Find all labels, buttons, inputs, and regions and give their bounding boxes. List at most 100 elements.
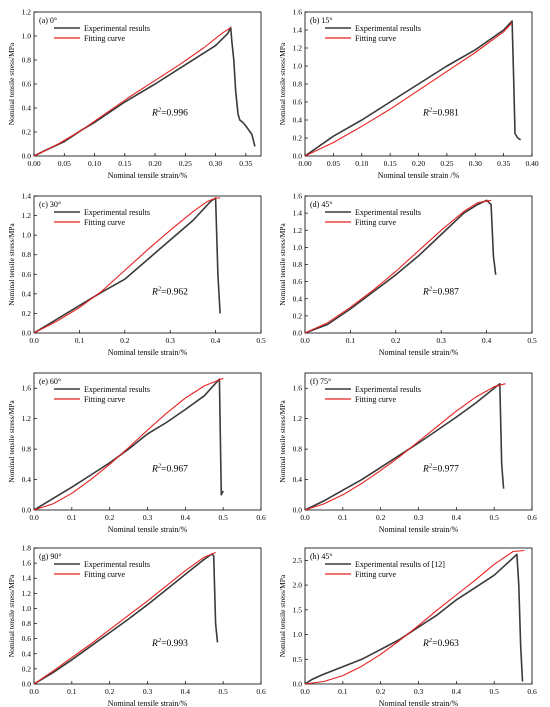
x-tick-label: 0.6 (256, 513, 266, 522)
y-tick-label: 0.2 (22, 664, 32, 673)
chart-panel-4: 0.0 0.1 0.2 0.3 0.4 0.5 0.0 0.2 0.4 0.6 0.8 1.0 1.2 1… (278, 192, 537, 358)
y-tick-label: 1.2 (22, 8, 32, 17)
x-tick-label: 0.1 (67, 687, 77, 696)
x-axis-label: Nominal tensile strain/% (108, 699, 188, 707)
panel-label: (d) 45° (310, 200, 333, 209)
x-tick-label: 0.0 (29, 687, 39, 696)
panel-label: (h) 45° (310, 552, 333, 561)
x-tick-label: 0.2 (391, 336, 401, 345)
r-squared-annotation: R2=0.987 (422, 286, 459, 298)
experimental-series-line (33, 26, 256, 157)
y-tick-label: 0.8 (293, 80, 303, 89)
y-tick-label: 0.4 (22, 289, 32, 298)
legend-label-fitting: Fitting curve (84, 395, 126, 404)
y-tick-label: 2.5 (293, 556, 303, 565)
x-axis-label: Nominal tensile strain/% (108, 348, 188, 357)
experimental-series-line (304, 382, 505, 511)
x-tick-label: 0.05 (327, 159, 340, 168)
x-axis-label: Nominal tensile strain/% (379, 525, 459, 534)
y-tick-label: 1.5 (293, 605, 303, 614)
y-tick-label: 1.2 (293, 44, 303, 53)
y-tick-label: 1.2 (22, 414, 32, 423)
x-axis-label: Nominal tensile strain/% (108, 525, 188, 534)
y-tick-label: 1.0 (293, 243, 303, 252)
y-tick-label: 0.0 (22, 329, 32, 338)
r-squared-annotation: R2=0.977 (422, 463, 459, 475)
y-tick-label: 1.2 (22, 211, 32, 220)
x-tick-label: 0.0 (300, 336, 310, 345)
fitting-series-line (304, 199, 492, 334)
x-tick-label: 0.4 (181, 513, 191, 522)
x-tick-label: 0.6 (256, 687, 266, 696)
r-squared-value: =0.987 (432, 288, 459, 298)
x-axis-label: Nominal tensile strain /% (378, 171, 460, 180)
experimental-series-line (33, 553, 219, 685)
y-tick-label: 0.6 (293, 98, 303, 107)
y-axis-label: Nominal tensile stress/MPa (7, 42, 16, 125)
r-squared-superscript: 2 (158, 637, 162, 644)
r-squared-annotation: R2=0.962 (151, 286, 188, 298)
y-tick-label: 1.0 (293, 630, 303, 639)
fitting-series-line (304, 22, 513, 157)
fitting-series-line (33, 197, 221, 334)
y-tick-label: 0.8 (22, 445, 32, 454)
r-squared-superscript: 2 (429, 463, 433, 470)
y-tick-label: 0.4 (22, 475, 32, 484)
y-tick-label: 1.2 (22, 589, 32, 598)
y-tick-label: 1.6 (22, 559, 32, 568)
y-axis-label: Nominal tensile stress/MPa (278, 574, 287, 657)
legend-label-fitting: Fitting curve (355, 218, 397, 227)
r-squared-superscript: 2 (429, 107, 433, 114)
y-tick-label: 1.0 (293, 62, 303, 71)
y-tick-label: 0.0 (22, 152, 32, 161)
y-tick-label: 1.2 (293, 226, 303, 235)
r-squared-superscript: 2 (429, 637, 433, 644)
x-tick-label: 0.20 (412, 159, 425, 168)
r-squared-superscript: 2 (158, 286, 162, 293)
chart-panel-6: 0.0 0.1 0.2 0.3 0.4 0.5 0.6 0.0 0.4 0.8 1.2 1.6 Nomi… (278, 372, 537, 534)
r-squared-annotation: R2=0.967 (151, 463, 188, 475)
y-tick-label: 0.4 (293, 475, 303, 484)
chart-panel-3: 0.0 0.1 0.2 0.3 0.4 0.5 0.0 0.2 0.4 0.6 0.8 1.0 1.2 1… (7, 192, 266, 358)
experimental-series-line (304, 199, 497, 334)
x-tick-label: 0.00 (27, 159, 40, 168)
y-tick-label: 1.6 (293, 192, 303, 201)
y-tick-label: 0.8 (22, 56, 32, 65)
x-tick-label: 0.35 (239, 159, 252, 168)
chart-panel-7: 0.0 0.1 0.2 0.3 0.4 0.5 0.6 0.0 0.2 0.4 0.6 0.8 1.0 1… (7, 544, 266, 707)
fitting-series-line (33, 377, 224, 511)
y-tick-label: 0.4 (293, 116, 303, 125)
x-tick-label: 0.2 (105, 687, 115, 696)
x-tick-label: 0.5 (527, 336, 537, 345)
legend-label-fitting: Fitting curve (84, 34, 126, 43)
experimental-series-line (33, 197, 221, 334)
y-tick-label: 0.0 (22, 680, 32, 689)
x-tick-label: 0.10 (88, 159, 101, 168)
r-squared-value: =0.977 (432, 465, 459, 475)
x-tick-label: 0.1 (67, 513, 77, 522)
r-squared-value: =0.993 (161, 639, 188, 649)
y-tick-label: 1.2 (293, 414, 303, 423)
y-axis-label: Nominal tensile stress/MPa (7, 223, 16, 306)
y-axis-label: Nominal tensile stress/MPa (278, 400, 287, 483)
r-squared-value: =0.962 (161, 288, 188, 298)
y-tick-label: 0.8 (293, 445, 303, 454)
legend-label-experimental: Experimental results of [12] (355, 560, 445, 569)
r-squared-annotation: R2=0.996 (151, 107, 188, 119)
y-tick-label: 0.5 (293, 655, 303, 664)
y-tick-label: 0.4 (22, 104, 32, 113)
chart-panel-1: 0.00 0.05 0.10 0.15 0.20 0.25 0.30 0.35 0.0 0.2 0.… (7, 8, 262, 180)
y-tick-label: 1.4 (22, 574, 32, 583)
legend-label-fitting: Fitting curve (355, 570, 397, 579)
x-tick-label: 0.0 (300, 687, 310, 696)
chart-panel-5: 0.0 0.1 0.2 0.3 0.4 0.5 0.6 0.0 0.4 0.8 1.2 1.6 Nomi… (7, 372, 266, 534)
x-tick-label: 0.40 (525, 159, 538, 168)
y-tick-label: 0.4 (293, 294, 303, 303)
y-tick-label: 1.0 (22, 604, 32, 613)
r-squared-value: =0.963 (432, 639, 459, 649)
experimental-series-line (304, 553, 524, 685)
y-tick-label: 0.0 (293, 152, 303, 161)
x-tick-label: 0.25 (440, 159, 453, 168)
legend-label-fitting: Fitting curve (84, 570, 126, 579)
r-squared-annotation: R2=0.993 (151, 637, 188, 649)
